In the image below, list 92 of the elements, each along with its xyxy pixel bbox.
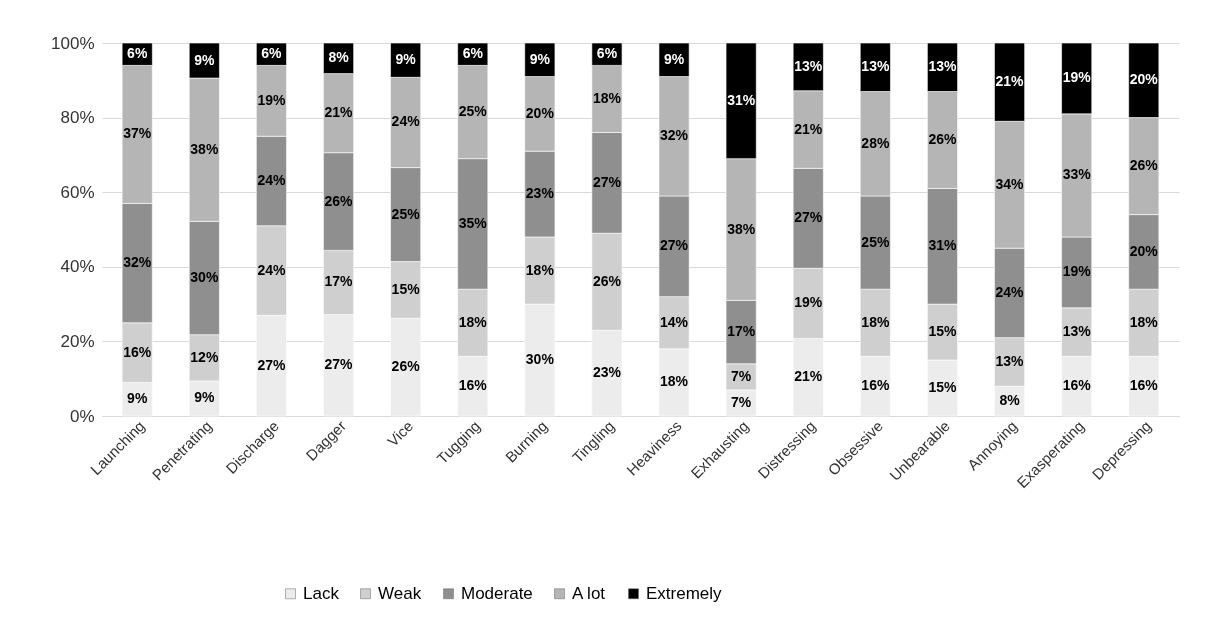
data-label: 25% (391, 205, 421, 222)
data-label: 17% (324, 273, 354, 290)
data-label: 9% (194, 389, 215, 406)
data-label: 21% (794, 120, 823, 137)
data-label: 18% (525, 261, 555, 278)
data-label: 19% (794, 294, 823, 311)
data-label: 19% (1062, 263, 1092, 280)
data-label: 15% (928, 379, 958, 396)
data-label: 6% (127, 45, 148, 62)
legend-label: Weak (378, 583, 422, 603)
data-label: 26% (928, 130, 958, 147)
data-label: 13% (861, 58, 890, 75)
data-label: 35% (458, 214, 488, 231)
data-label: 20% (525, 104, 555, 121)
data-label: 24% (257, 172, 286, 189)
data-label: 13% (794, 57, 823, 74)
data-label: 16% (458, 377, 488, 394)
data-label: 28% (861, 134, 890, 151)
data-label: 26% (1129, 157, 1159, 174)
data-label: 23% (525, 185, 555, 202)
data-label: 18% (861, 313, 890, 330)
data-label: 15% (928, 323, 958, 340)
data-label: 16% (1129, 377, 1159, 394)
data-label: 7% (731, 393, 752, 410)
data-label: 9% (663, 50, 685, 67)
data-label: 20% (1129, 242, 1159, 259)
data-label: 21% (324, 104, 354, 121)
data-label: 26% (391, 358, 421, 375)
data-label: 18% (660, 373, 689, 390)
data-label: 26% (592, 272, 622, 289)
data-label: 18% (1129, 313, 1159, 330)
data-label: 7% (731, 367, 752, 384)
data-label: 30% (190, 268, 219, 285)
x-tick-label: Vice (383, 417, 417, 450)
data-label: 13% (928, 58, 958, 75)
data-label: 21% (794, 368, 823, 385)
data-label: 18% (592, 89, 622, 106)
data-label: 25% (458, 103, 488, 119)
data-label: 32% (123, 254, 152, 271)
data-label: 27% (592, 173, 622, 190)
data-label: 8% (999, 392, 1021, 409)
data-label: 6% (596, 45, 618, 62)
data-label: 33% (1062, 166, 1092, 183)
data-label: 6% (462, 45, 484, 62)
data-label: 34% (995, 175, 1025, 192)
data-label: 19% (257, 91, 286, 108)
data-label: 9% (395, 51, 417, 68)
data-label: 21% (995, 73, 1025, 90)
data-label: 27% (794, 209, 823, 226)
data-label: 9% (529, 50, 551, 67)
y-tick-label: 60% (60, 182, 95, 202)
data-label: 8% (328, 49, 350, 66)
data-label: 9% (127, 390, 148, 407)
legend-label: Lack (303, 583, 340, 603)
data-label: 14% (660, 313, 689, 330)
y-tick-label: 100% (51, 33, 95, 53)
data-label: 31% (928, 237, 958, 254)
legend-label: Extremely (646, 583, 723, 603)
data-label: 15% (391, 280, 421, 297)
y-tick-label: 0% (69, 406, 95, 426)
data-label: 27% (660, 237, 689, 254)
data-label: 16% (861, 377, 890, 394)
data-label: 18% (458, 313, 488, 330)
data-label: 12% (190, 348, 219, 365)
data-label: 17% (727, 323, 756, 340)
y-tick-label: 80% (60, 108, 95, 128)
data-label: 27% (324, 356, 354, 373)
data-label: 9% (194, 51, 215, 68)
data-label: 23% (592, 364, 622, 381)
data-label: 13% (1062, 323, 1092, 340)
y-tick-label: 40% (60, 257, 95, 277)
data-label: 19% (1062, 69, 1092, 86)
legend-label: Moderate (461, 583, 533, 603)
data-label: 32% (660, 127, 689, 144)
data-label: 38% (727, 220, 756, 237)
data-label: 13% (995, 352, 1025, 369)
data-label: 20% (1129, 71, 1159, 88)
data-label: 30% (525, 351, 555, 368)
data-label: 24% (257, 261, 286, 278)
data-label: 38% (190, 140, 219, 157)
data-label: 24% (995, 283, 1025, 300)
y-tick-label: 20% (60, 331, 95, 351)
data-label: 25% (861, 233, 890, 250)
data-label: 24% (391, 113, 421, 130)
data-label: 27% (257, 356, 286, 373)
data-label: 16% (123, 343, 152, 360)
data-label: 6% (261, 45, 283, 62)
data-label: 37% (123, 125, 152, 142)
data-label: 31% (727, 91, 756, 108)
data-label: 16% (1062, 377, 1092, 394)
legend-label: A lot (572, 583, 606, 603)
data-label: 26% (324, 192, 354, 209)
